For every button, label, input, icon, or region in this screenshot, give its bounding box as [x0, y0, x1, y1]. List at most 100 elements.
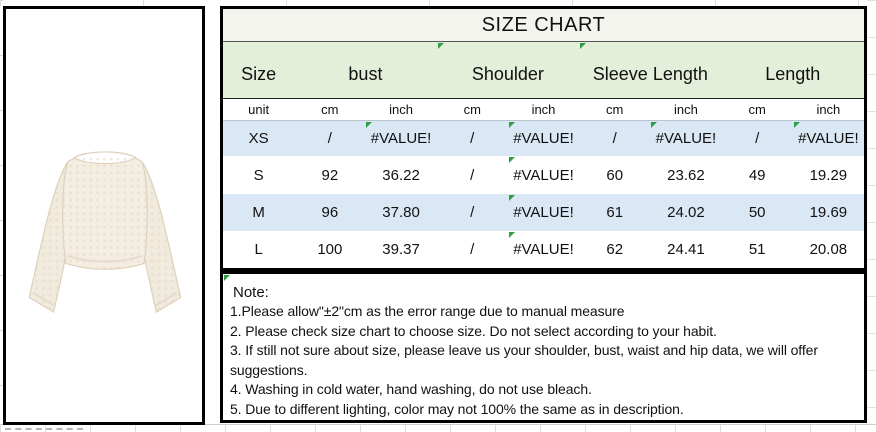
- note-line: 5. Due to different lighting, color may …: [230, 400, 684, 417]
- unit-cell: cm: [606, 102, 624, 117]
- value-cell: #VALUE!: [508, 121, 579, 156]
- value-cell: 100: [294, 231, 365, 268]
- table-row-size-s: S 92 36.22 / #VALUE! 60 23.62 49 19.29: [223, 156, 864, 194]
- value-cell: #VALUE!: [508, 231, 579, 268]
- column-group-length: Length: [722, 42, 864, 98]
- error-indicator-icon: [508, 195, 515, 201]
- size-chart-title: SIZE CHART: [223, 9, 864, 42]
- column-group-label: bust: [348, 63, 383, 84]
- value-cell: /: [579, 121, 650, 156]
- error-indicator-icon: [580, 43, 587, 49]
- cell-value: 62: [606, 241, 624, 258]
- cell-value: #VALUE!: [513, 204, 574, 221]
- cell-value: 49: [748, 166, 766, 184]
- value-cell: 62: [579, 231, 650, 268]
- cell-value: 20.08: [809, 241, 848, 258]
- unit-cell: inch: [531, 102, 556, 117]
- error-indicator-icon: [793, 122, 800, 128]
- column-group-label: Length: [765, 63, 821, 84]
- column-group-header-row: Size bust Shoulder Sleeve Length Length: [223, 42, 864, 99]
- cell-value: /: [470, 130, 475, 147]
- cell-value: 60: [606, 166, 624, 184]
- column-group-label: Shoulder: [471, 63, 544, 84]
- value-cell: 24.02: [650, 194, 721, 231]
- error-indicator-icon: [651, 122, 658, 128]
- cell-value: #VALUE!: [513, 130, 574, 147]
- unit-header-row: unit cm inch cm inch cm inch cm inch: [223, 99, 864, 121]
- value-cell: 50: [722, 194, 793, 231]
- value-cell: 19.29: [793, 156, 864, 194]
- cell-value: 24.02: [667, 204, 705, 221]
- cell-value: /: [470, 166, 475, 184]
- value-cell: /: [294, 121, 365, 156]
- column-group-size: Size: [223, 42, 294, 98]
- unit-cell: inch: [674, 102, 698, 117]
- cell-value: 50: [748, 204, 766, 221]
- cell-value: #VALUE!: [655, 130, 717, 147]
- value-cell: #VALUE!: [650, 121, 721, 156]
- value-cell: 51: [722, 231, 793, 268]
- sweater-image: [28, 151, 182, 313]
- value-cell: 96: [294, 194, 365, 231]
- error-indicator-icon: [437, 43, 444, 49]
- column-group-shoulder: Shoulder: [437, 42, 579, 98]
- spreadsheet-gridlines-left: [0, 0, 3, 432]
- value-cell: 23.62: [650, 156, 721, 194]
- value-cell: 20.08: [793, 231, 864, 268]
- size-label-cell: L: [254, 241, 263, 258]
- value-cell: 37.80: [365, 194, 436, 231]
- cell-value: #VALUE!: [798, 130, 859, 147]
- cell-value: 61: [606, 204, 624, 221]
- error-indicator-icon: [366, 122, 373, 128]
- value-cell: /: [437, 121, 508, 156]
- cell-value: 19.69: [809, 204, 848, 221]
- product-photo: [3, 6, 205, 425]
- size-rows: XS / #VALUE! / #VALUE! / #VALUE! / #VALUE! S 92 36.…: [223, 121, 864, 268]
- value-cell: 92: [294, 156, 365, 194]
- cell-value: 23.62: [667, 166, 705, 184]
- value-cell: #VALUE!: [508, 156, 579, 194]
- error-indicator-icon: [508, 122, 515, 128]
- spreadsheet-gridlines-right: [867, 0, 876, 432]
- note-line: 3. If still not sure about size, please …: [230, 342, 818, 358]
- value-cell: /: [722, 121, 793, 156]
- unit-cell: inch: [389, 102, 413, 117]
- unit-cell: inch: [816, 102, 841, 117]
- error-indicator-icon: [508, 157, 515, 163]
- value-cell: /: [437, 231, 508, 268]
- value-cell: #VALUE!: [793, 121, 864, 156]
- table-row-size-l: L 100 39.37 / #VALUE! 62 24.41 51 20.08: [223, 231, 864, 268]
- column-group-bust: bust: [294, 42, 436, 98]
- value-cell: 49: [722, 156, 793, 194]
- size-label-cell: S: [253, 166, 264, 184]
- size-chart-table: SIZE CHART Size bust Shoulder Sleeve Length…: [220, 6, 867, 271]
- cell-value: /: [470, 204, 475, 221]
- note-lines: 1.Please allow"±2"cm as the error range …: [230, 302, 860, 419]
- value-cell: 19.69: [793, 194, 864, 231]
- cell-value: 36.22: [382, 166, 420, 184]
- cell-value: 37.80: [382, 204, 420, 221]
- cell-value: /: [470, 241, 475, 258]
- note-line: 4. Washing in cold water, hand washing, …: [230, 381, 592, 397]
- size-label-cell: M: [252, 204, 265, 221]
- table-row-size-m: M 96 37.80 / #VALUE! 61 24.02 50 19.69: [223, 194, 864, 231]
- unit-cell: cm: [463, 102, 481, 117]
- cell-value: 92: [321, 166, 339, 184]
- value-cell: #VALUE!: [365, 121, 436, 156]
- value-cell: /: [437, 156, 508, 194]
- value-cell: 39.37: [365, 231, 436, 268]
- cell-value: 100: [317, 241, 343, 258]
- cell-value: 24.41: [667, 241, 705, 258]
- note-title: Note:: [233, 284, 269, 301]
- cell-value: 19.29: [809, 166, 848, 184]
- column-group-label: Size: [241, 63, 277, 84]
- unit-cell: cm: [321, 102, 339, 117]
- cell-value: /: [755, 130, 760, 147]
- column-group-label: Sleeve Length: [592, 63, 708, 84]
- error-indicator-icon: [224, 275, 230, 281]
- note-line: 2. Please check size chart to choose siz…: [230, 322, 717, 339]
- value-cell: 36.22: [365, 156, 436, 194]
- value-cell: /: [437, 194, 508, 231]
- unit-cell: cm: [748, 102, 766, 117]
